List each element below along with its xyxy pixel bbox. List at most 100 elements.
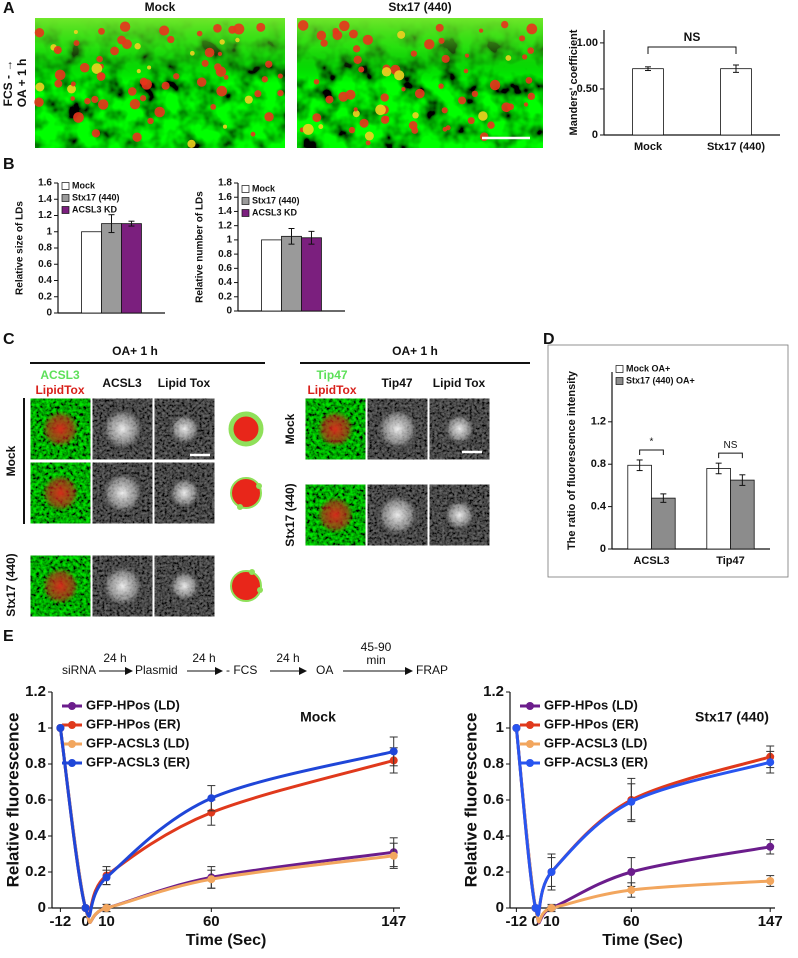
point: [766, 842, 775, 851]
y-tick-label: 0.8: [218, 249, 232, 260]
row-label: Mock: [283, 413, 297, 444]
y-axis-label: Relative fluorescence: [3, 713, 22, 888]
lipid-droplet: [147, 65, 152, 70]
panel-label: A: [3, 0, 15, 17]
row-label: FCS - →: [1, 60, 15, 107]
x-tick-label: -12: [506, 913, 528, 930]
lipid-droplet: [219, 39, 225, 45]
significance-label: NS: [724, 440, 738, 451]
y-tick-label: 0.6: [483, 791, 504, 808]
lipid-droplet: [352, 45, 361, 53]
y-tick-label: 1.2: [483, 683, 504, 700]
interval: 24 h: [103, 651, 126, 665]
lipid-droplet: [501, 102, 512, 113]
lipid-droplet: [349, 29, 358, 39]
lipid-droplet: [353, 107, 358, 112]
lipid-droplet: [189, 50, 195, 56]
legend-label: Mock: [252, 183, 276, 193]
micrograph-frame: [91, 397, 154, 461]
lipid-droplet: [201, 59, 209, 67]
point: [512, 724, 521, 732]
y-tick-label: 0: [600, 543, 606, 555]
bar: [730, 479, 755, 550]
lipid-droplet: [73, 29, 78, 34]
step: Plasmid: [135, 663, 178, 677]
lipid-droplet: [412, 112, 419, 119]
lipid-droplet: [244, 95, 253, 104]
legend-marker: [68, 740, 76, 748]
row-label: Stx17 (440): [4, 553, 18, 616]
micrograph-frame: [29, 397, 92, 461]
lipid-droplet: [277, 89, 284, 97]
y-axis-label: Relative size of LDs: [15, 201, 26, 295]
lipid-droplet: [522, 54, 528, 60]
legend-swatch: [241, 209, 250, 217]
lipid-droplet: [359, 118, 369, 128]
lipid-droplet: [441, 107, 448, 114]
lipid-droplet: [380, 93, 389, 102]
micrograph-spot: [99, 562, 146, 610]
merge-label: LipidTox: [307, 383, 356, 397]
legend-marker: [526, 702, 534, 710]
lipid-droplet: [394, 70, 405, 81]
lipid-droplet: [401, 87, 406, 92]
lipid-droplet: [167, 35, 175, 44]
lipid-droplet: [119, 21, 131, 32]
significance-label: *: [650, 437, 654, 448]
legend-marker: [68, 721, 76, 729]
point: [207, 875, 216, 884]
lipid-droplet: [312, 113, 322, 123]
significance-bracket: [647, 46, 737, 54]
lipid-droplet: [325, 95, 334, 104]
lipid-droplet: [463, 68, 469, 74]
point: [207, 794, 216, 803]
interval: 24 h: [276, 651, 299, 665]
lipid-droplet: [316, 30, 327, 41]
lipid-droplet: [70, 81, 76, 87]
lipid-droplet: [256, 22, 266, 32]
y-axis-label: Relative fluorescence: [461, 713, 480, 888]
x-tick-label: 0: [81, 913, 89, 930]
micrograph-frame: [153, 461, 216, 525]
legend-swatch: [61, 182, 70, 190]
lipid-droplet: [526, 23, 538, 35]
x-axis-label: Time (Sec): [186, 932, 267, 949]
lipid-droplet: [489, 79, 501, 91]
micrograph-spot: [374, 491, 421, 539]
x-axis-label: Time (Sec): [602, 932, 683, 949]
y-tick-label: 1.00: [577, 37, 598, 49]
lipid-droplet: [127, 87, 137, 96]
lipid-droplet: [527, 92, 536, 101]
legend-label: ACSL3 KD: [252, 207, 298, 217]
lipid-droplet: [147, 117, 154, 125]
x-tick-label: 10: [543, 913, 560, 930]
x-tick-label: 60: [203, 913, 220, 930]
y-tick-label: 0.4: [591, 501, 607, 513]
y-tick-label: 0.4: [25, 827, 47, 844]
lipid-droplet: [204, 47, 215, 58]
bar: [627, 464, 652, 550]
y-tick-label: 0.50: [577, 83, 598, 95]
lipid-droplet: [97, 99, 109, 110]
merge-label: ACSL3: [40, 368, 80, 382]
point: [102, 904, 111, 912]
lipid-droplet: [364, 131, 374, 141]
micrograph-frame: [428, 483, 491, 547]
y-axis-label: Relative number of LDs: [195, 191, 206, 303]
protocol: siRNA 24 h Plasmid 24 h - FCS 24 h OA 45…: [62, 640, 448, 677]
lipid-droplet: [132, 132, 142, 142]
y-axis-label: The ratio of fluorescence intensity: [566, 370, 578, 550]
micrograph-frame: [91, 461, 154, 525]
lipid-droplet: [210, 104, 217, 110]
micrograph-frame: [91, 554, 154, 618]
lipid-droplet: [435, 23, 444, 32]
lipid-droplet: [479, 132, 489, 141]
image-title: Stx17 (440): [388, 0, 451, 14]
point: [389, 851, 398, 860]
micrograph-frame: [366, 397, 429, 461]
legend-swatch: [615, 377, 624, 385]
bar: [706, 468, 731, 550]
lipid-droplet: [519, 35, 526, 42]
legend-label: Stx17 (440): [252, 195, 300, 205]
y-tick-label: 1.6: [38, 178, 52, 189]
